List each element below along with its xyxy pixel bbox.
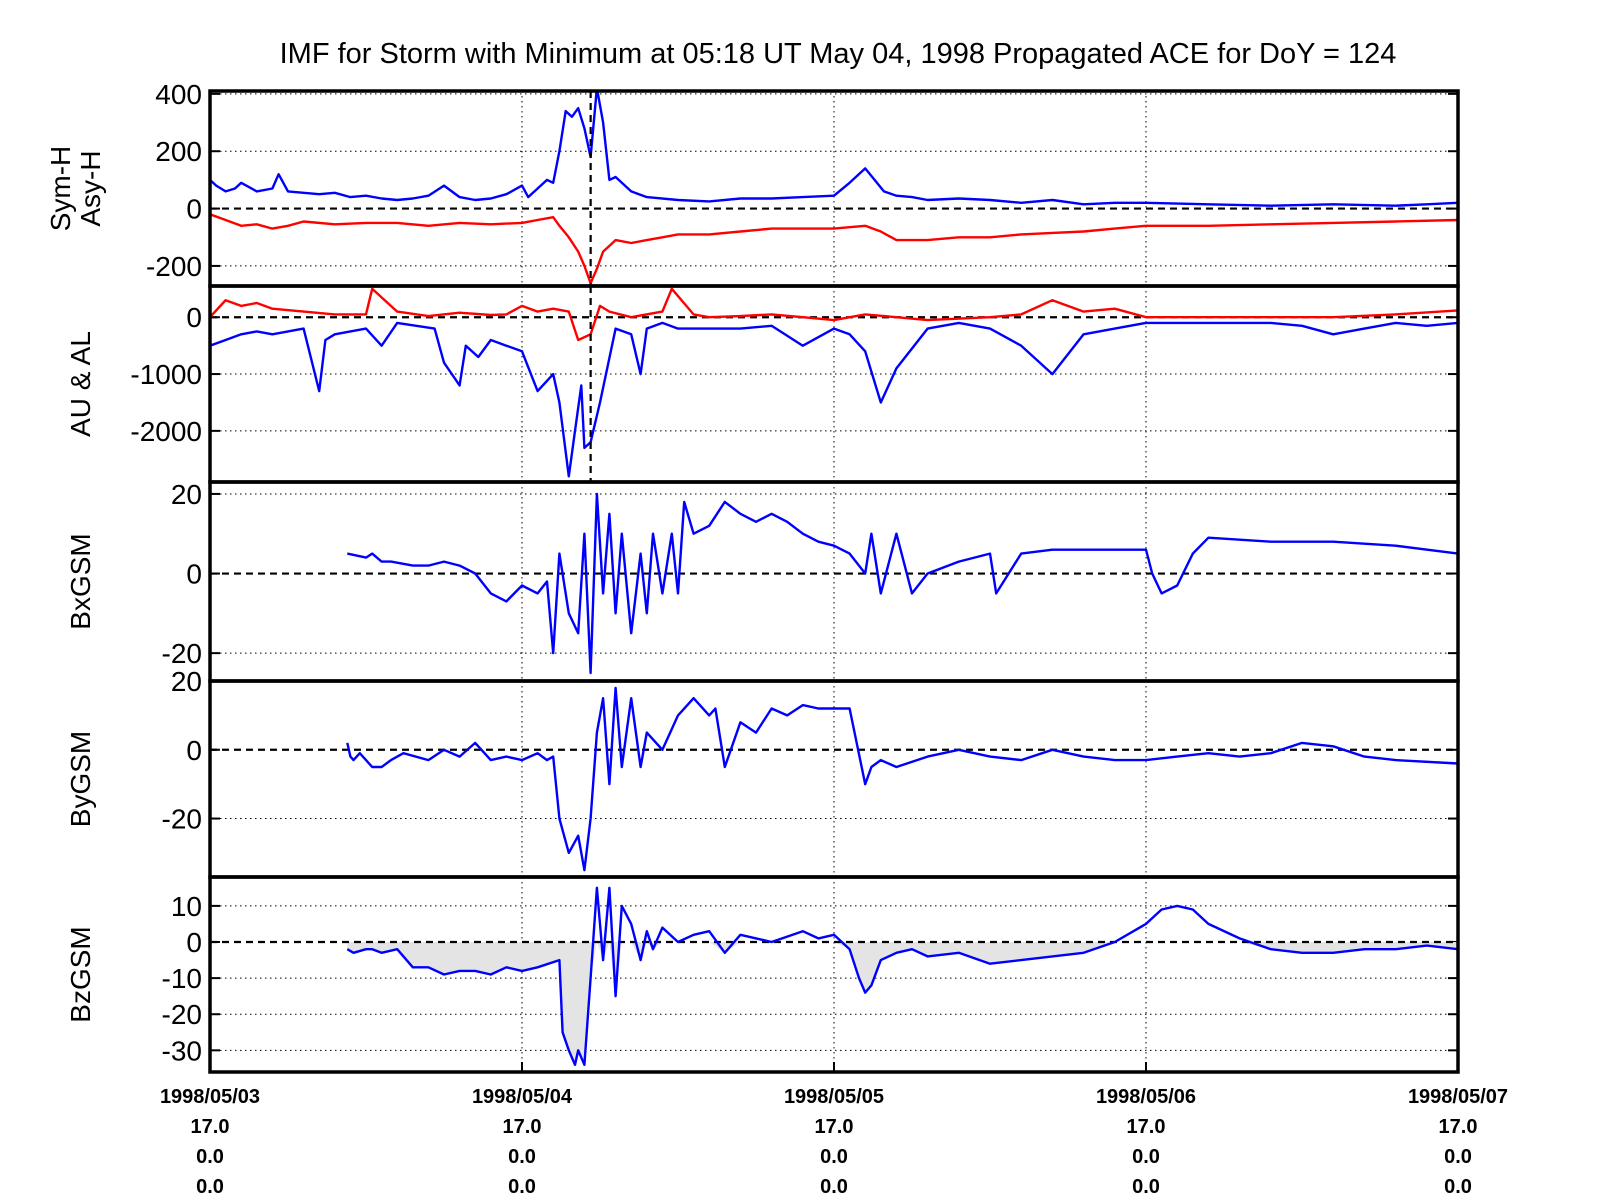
y-tick-label: 20	[171, 666, 202, 697]
x-tick-label: 0.0	[196, 1176, 224, 1198]
series-line-1	[346, 886, 1458, 1067]
panel-frame	[208, 679, 1460, 879]
y-axis-label: BzGSM	[65, 926, 96, 1022]
x-tick-label: 0.0	[1444, 1176, 1472, 1198]
x-tick-label: 0.0	[508, 1176, 536, 1198]
chart-title: IMF for Storm with Minimum at 05:18 UT M…	[280, 38, 1397, 70]
panel-bz-gsm: 10 0 -10 -20 -30 BzGSM	[65, 875, 1460, 1074]
y-tick-label: 0	[186, 194, 202, 225]
plot-area	[210, 287, 1458, 478]
series-line-1	[210, 91, 1458, 207]
x-tick-label: 0.0	[1132, 1176, 1160, 1198]
negative-fill-area	[347, 942, 1458, 1065]
series-line-2	[210, 213, 1458, 285]
x-tick-label: 0.0	[196, 1146, 224, 1168]
x-tick-label: 0.0	[820, 1146, 848, 1168]
x-tick-label: 17.0	[191, 1116, 230, 1138]
y-tick-label: 200	[155, 136, 202, 167]
plot-area	[210, 492, 1458, 675]
x-tick-label: 1998/05/06	[1096, 1086, 1196, 1108]
panel-frame	[208, 284, 1460, 484]
series-line-1	[347, 492, 1458, 675]
x-tick-label: 0.0	[1132, 1146, 1160, 1168]
x-tick-label: 1998/05/03	[160, 1086, 260, 1108]
y-tick-label: -30	[162, 1035, 202, 1066]
plot-area	[210, 886, 1458, 1067]
y-tick-label: -20	[162, 638, 202, 669]
panel-bx-gsm: 20 0 -20 BxGSM	[65, 479, 1460, 683]
panel-by-gsm: 20 0 -20 ByGSM	[65, 666, 1460, 879]
y-tick-label: 0	[186, 927, 202, 958]
y-axis-label: AU & AL	[65, 331, 96, 437]
panel-frame	[208, 480, 1460, 683]
series-line-2	[210, 321, 1458, 478]
x-tick-label: 0.0	[1444, 1146, 1472, 1168]
y-axis-label: Sym-H	[45, 146, 76, 232]
y-tick-label: -1000	[130, 359, 202, 390]
plot-area	[210, 686, 1458, 872]
y-tick-label: -2000	[130, 416, 202, 447]
y-tick-label: -20	[162, 999, 202, 1030]
y-tick-label: -10	[162, 963, 202, 994]
y-tick-label: -200	[146, 251, 202, 282]
y-tick-label: 400	[155, 79, 202, 110]
x-tick-label: 17.0	[1127, 1116, 1166, 1138]
x-tick-label: 17.0	[503, 1116, 542, 1138]
x-tick-label: 17.0	[815, 1116, 854, 1138]
x-tick-label: 0.0	[508, 1146, 536, 1168]
y-tick-label: 10	[171, 891, 202, 922]
x-tick-label: 1998/05/05	[784, 1086, 884, 1108]
series-line-1	[210, 287, 1458, 342]
y-axis-label: BxGSM	[65, 533, 96, 629]
y-axis-label: Asy-H	[75, 150, 106, 226]
y-tick-label: 20	[171, 479, 202, 510]
x-tick-label: 1998/05/04	[472, 1086, 573, 1108]
x-tick-label: 17.0	[1439, 1116, 1478, 1138]
panel-au-al: 0 -1000 -2000 AU & AL	[65, 284, 1460, 484]
y-tick-label: 0	[186, 559, 202, 590]
y-tick-label: -20	[162, 804, 202, 835]
x-axis: 1998/05/03 17.0 0.0 0.0 1998/05/04 17.0 0.0 0.0…	[160, 1062, 1508, 1198]
y-tick-label: 0	[186, 302, 202, 333]
y-axis-label: ByGSM	[65, 731, 96, 827]
panel-symh-asyh: 400 200 0 -200 Sym-H Asy-H	[45, 79, 1460, 288]
series-line-1	[346, 686, 1458, 872]
x-tick-label: 0.0	[820, 1176, 848, 1198]
x-tick-label: 1998/05/07	[1408, 1086, 1508, 1108]
y-tick-label: 0	[186, 735, 202, 766]
plot-area	[210, 91, 1458, 285]
